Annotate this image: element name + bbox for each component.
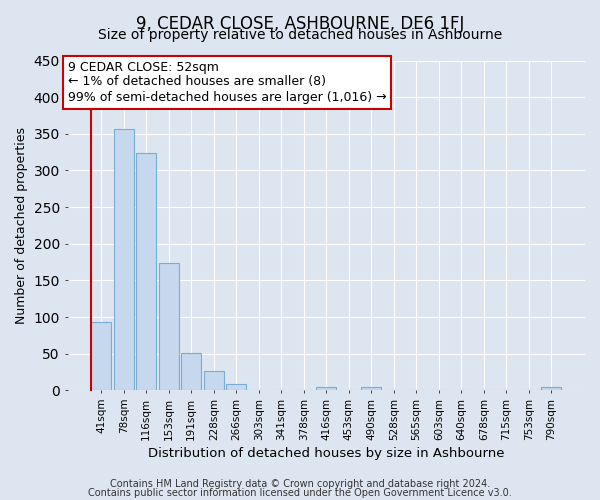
Text: Size of property relative to detached houses in Ashbourne: Size of property relative to detached ho… bbox=[98, 28, 502, 42]
Bar bbox=[181, 353, 202, 391]
Text: 9 CEDAR CLOSE: 52sqm
← 1% of detached houses are smaller (8)
99% of semi-detache: 9 CEDAR CLOSE: 52sqm ← 1% of detached ho… bbox=[68, 60, 386, 104]
Text: Contains public sector information licensed under the Open Government Licence v3: Contains public sector information licen… bbox=[88, 488, 512, 498]
Text: Contains HM Land Registry data © Crown copyright and database right 2024.: Contains HM Land Registry data © Crown c… bbox=[110, 479, 490, 489]
Bar bbox=[316, 388, 337, 390]
Bar bbox=[91, 322, 112, 390]
Text: 9, CEDAR CLOSE, ASHBOURNE, DE6 1FJ: 9, CEDAR CLOSE, ASHBOURNE, DE6 1FJ bbox=[136, 15, 464, 33]
X-axis label: Distribution of detached houses by size in Ashbourne: Distribution of detached houses by size … bbox=[148, 447, 505, 460]
Bar bbox=[203, 371, 224, 390]
Bar bbox=[113, 130, 134, 390]
Bar bbox=[136, 153, 157, 390]
Bar bbox=[158, 263, 179, 390]
Bar bbox=[541, 388, 562, 390]
Y-axis label: Number of detached properties: Number of detached properties bbox=[15, 127, 28, 324]
Bar bbox=[226, 384, 247, 390]
Bar bbox=[361, 388, 382, 390]
